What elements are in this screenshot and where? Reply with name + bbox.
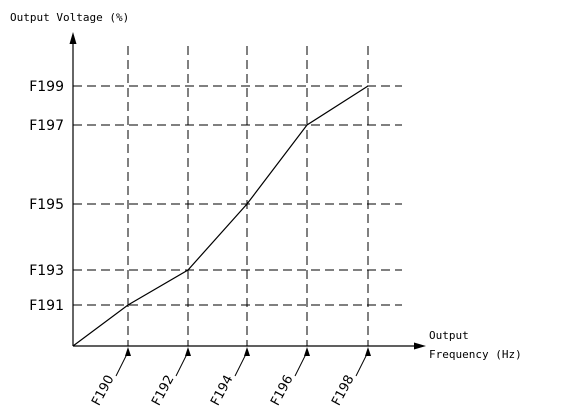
grid-layer [73,46,402,346]
x-tick-labels: F190 F192 F194 F196 F198 [89,347,371,408]
y-tick-label-f195: F195 [29,197,64,213]
y-tick-label-f197: F197 [29,118,64,134]
x-tick-leader-f192 [175,351,189,377]
y-tick-label-f199: F199 [29,79,64,95]
x-tick-label-f196: F196 [268,373,296,408]
x-tick-leader-f198 [355,351,369,377]
x-tick-leader-f196 [294,351,308,377]
axis-layer [69,32,426,350]
x-tick-arrow-icon [125,347,131,356]
y-axis-arrow-icon [69,32,77,44]
x-tick-label-f192: F192 [149,373,177,408]
y-tick-label-f193: F193 [29,263,64,279]
x-tick-label-f194: F194 [208,373,236,408]
vf-curve-line [72,85,369,347]
x-tick-leader-f194 [234,351,248,377]
x-tick-arrow-icon [244,347,250,356]
x-tick-leader-f190 [115,351,129,377]
x-axis-label-line1: Output [429,329,469,342]
y-tick-labels: F191 F193 F195 F197 F199 [29,79,64,314]
curve-layer [72,85,369,347]
x-tick-label-f190: F190 [89,373,117,408]
y-axis-label: Output Voltage (%) [10,11,129,24]
x-tick-arrow-icon [365,347,371,356]
x-tick-arrow-icon [185,347,191,356]
x-axis-arrow-icon [414,342,426,350]
x-tick-arrow-icon [304,347,310,356]
x-tick-label-f198: F198 [329,373,357,408]
y-tick-label-f191: F191 [29,298,64,314]
x-axis-label-line2: Frequency (Hz) [429,348,522,361]
